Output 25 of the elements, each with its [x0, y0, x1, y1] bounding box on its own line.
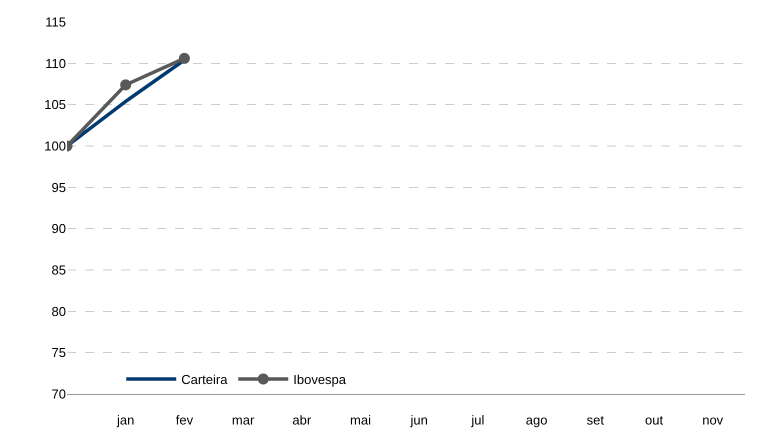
legend-label: Ibovespa [293, 372, 347, 388]
x-tick-label: fev [176, 412, 194, 428]
x-tick-label: mar [232, 412, 255, 428]
x-tick-label: ago [526, 412, 548, 428]
x-tick-label: out [644, 412, 664, 428]
y-tick-label: 115 [45, 14, 66, 30]
legend-label: Carteira [181, 372, 228, 388]
x-tick-label: jun [410, 412, 428, 428]
point [120, 79, 132, 90]
x-tick-label: mai [350, 412, 372, 428]
y-tick-label: 70 [52, 386, 66, 402]
y-tick-label: 75 [52, 345, 66, 360]
y-tick-label: 95 [52, 180, 66, 195]
x-tick-label: jul [470, 412, 485, 428]
y-tick-label: 85 [52, 262, 66, 278]
x-tick-label: set [586, 412, 604, 428]
y-tick-label: 100 [44, 138, 66, 154]
x-tick-label: abr [292, 412, 312, 428]
y-tick-label: 110 [45, 56, 66, 71]
x-tick-label: jan [116, 412, 134, 428]
y-tick-label: 105 [44, 97, 66, 112]
y-tick-label: 90 [52, 221, 66, 236]
point [178, 52, 190, 64]
x-tick-label: nov [702, 412, 724, 428]
y-tick-label: 80 [52, 304, 66, 319]
